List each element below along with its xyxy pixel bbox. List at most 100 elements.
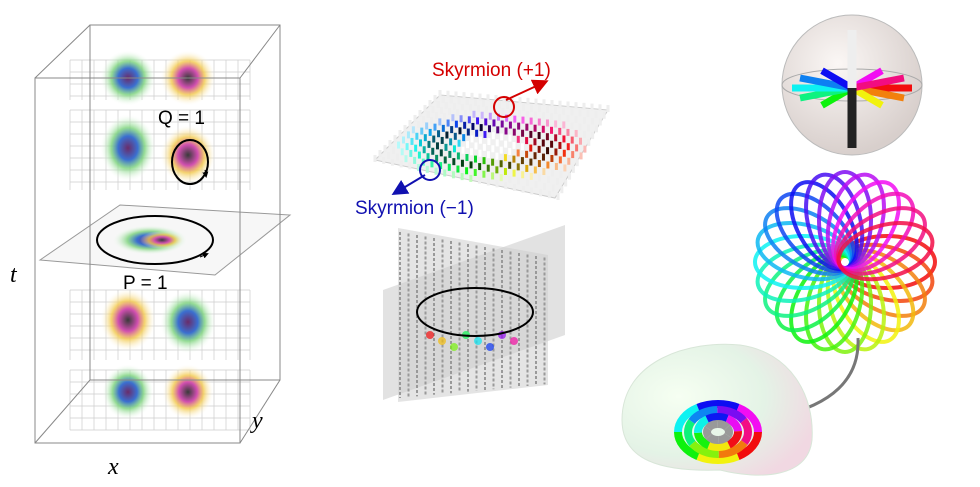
spin [452, 145, 456, 153]
spin [554, 162, 558, 170]
spin [434, 112, 438, 120]
spin [496, 126, 500, 134]
spin [546, 161, 550, 169]
spin [538, 105, 542, 113]
spin [550, 154, 554, 162]
shell-ring [707, 440, 731, 451]
spin [441, 124, 445, 132]
spin [410, 137, 414, 145]
spin [404, 155, 408, 163]
spin [462, 92, 466, 100]
spin [606, 105, 610, 112]
spin [567, 157, 571, 165]
spin [436, 100, 440, 108]
spin [478, 136, 482, 144]
spin [488, 112, 492, 120]
spin [564, 179, 568, 187]
spin [474, 142, 478, 150]
sphere-arrows [792, 30, 912, 148]
spin [478, 176, 482, 184]
spin [529, 144, 533, 152]
spin [425, 165, 429, 173]
spin [574, 115, 578, 123]
spin [486, 151, 490, 159]
spin [450, 126, 454, 134]
spin [452, 158, 456, 166]
spin [373, 155, 377, 162]
spin [453, 132, 457, 140]
spin [575, 159, 579, 167]
box-edge [34, 24, 91, 79]
spin [487, 138, 491, 146]
spin [456, 108, 460, 116]
spin [463, 121, 467, 129]
spin [533, 166, 537, 174]
spin [390, 158, 394, 166]
spin [551, 184, 555, 192]
spin [558, 127, 562, 135]
loop-p-arrow [199, 252, 209, 259]
spin [520, 143, 524, 151]
spin [388, 140, 392, 147]
spin [460, 103, 464, 111]
spin [465, 154, 469, 162]
spin [554, 120, 558, 128]
spin [570, 136, 574, 144]
shell-ring [674, 404, 700, 433]
spin [525, 150, 529, 158]
shell-ring [723, 424, 733, 438]
spin [499, 160, 503, 168]
spin [546, 147, 550, 155]
axis-x-label: x [107, 454, 119, 480]
spin [487, 125, 491, 133]
spin [458, 127, 462, 135]
spin [447, 107, 451, 115]
spin [414, 144, 418, 152]
spin [514, 102, 518, 110]
spin [594, 125, 598, 133]
shell-ring [696, 400, 740, 412]
spin [570, 122, 574, 130]
spin [566, 128, 570, 136]
spin [521, 171, 525, 179]
spin [542, 99, 546, 107]
spin [590, 103, 594, 111]
spin [382, 156, 386, 164]
spin [542, 112, 546, 120]
spin [521, 185, 525, 193]
spin [598, 104, 602, 112]
spin [482, 157, 486, 165]
spin-dot [450, 343, 458, 351]
spin [469, 104, 473, 112]
spin [500, 133, 504, 141]
spin [587, 138, 591, 146]
spin [495, 166, 499, 174]
spin [554, 106, 558, 114]
spin [571, 165, 575, 173]
spin [558, 114, 562, 122]
spin [508, 161, 512, 169]
spin [578, 123, 582, 131]
spin [568, 172, 572, 180]
spin [582, 102, 586, 110]
shell-ring [674, 431, 700, 460]
spin [512, 155, 516, 163]
spin [431, 105, 435, 113]
spin [473, 98, 477, 106]
blob [102, 364, 154, 420]
spin [556, 193, 560, 200]
box-edge [239, 24, 281, 79]
spin [472, 110, 476, 118]
spin [529, 172, 533, 180]
spin [383, 145, 387, 152]
shell-ring [694, 432, 711, 450]
shell-ring [705, 433, 719, 444]
spin [525, 110, 529, 118]
spin [433, 123, 437, 131]
axis-t-label: t [10, 262, 18, 288]
spin [554, 134, 558, 142]
spin [446, 90, 450, 98]
spin [416, 121, 420, 129]
spin [534, 98, 538, 106]
spin [533, 152, 537, 160]
